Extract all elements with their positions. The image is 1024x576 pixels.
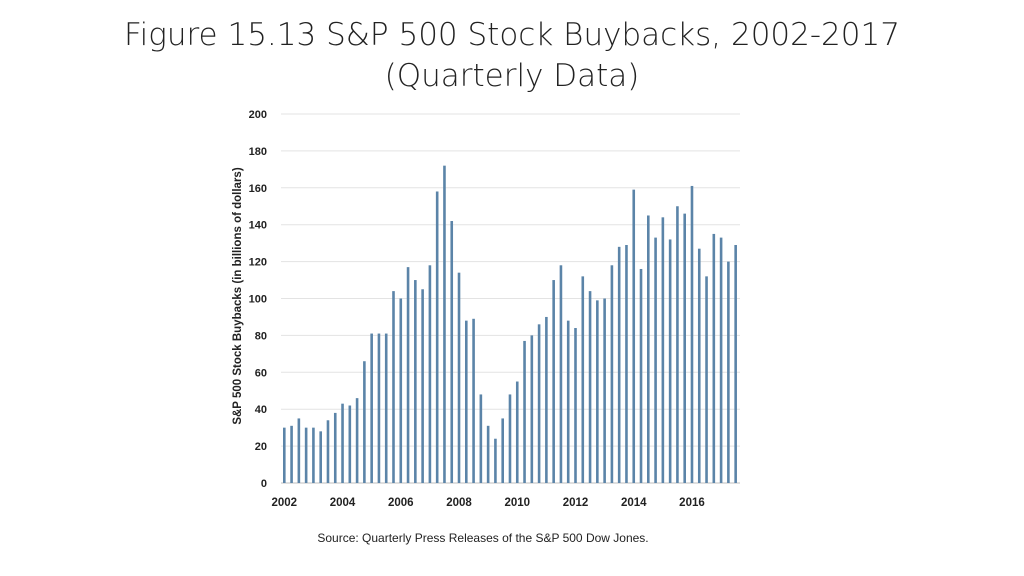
bar (610, 265, 614, 483)
bar-series (283, 165, 737, 484)
bar (283, 427, 286, 483)
bar (457, 272, 461, 483)
bar (574, 328, 577, 483)
bar (588, 291, 592, 483)
bar (392, 291, 395, 483)
bar (435, 191, 439, 484)
bar (581, 276, 585, 483)
bar (465, 320, 468, 483)
bar (450, 221, 454, 483)
bar (421, 289, 424, 483)
chart-title-line2: (Quarterly Data) (384, 58, 640, 94)
x-axis-tick-labels: 2002 2004 2006 2008 2010 2012 2014 2016 (272, 497, 705, 509)
x-tick-label: 2012 (563, 497, 589, 509)
chart-title-line1: Figure 15.13 S&P 500 Stock Buybacks, 200… (124, 17, 900, 53)
y-tick-label: 200 (249, 109, 267, 121)
bar (428, 265, 432, 483)
bar (406, 267, 410, 483)
bar (377, 333, 381, 483)
bar (647, 215, 650, 484)
bar (661, 217, 665, 483)
bar (654, 237, 657, 483)
y-tick-label: 40 (255, 404, 267, 416)
bar (399, 298, 403, 483)
bar (290, 425, 293, 483)
bar (355, 398, 359, 483)
bar (566, 320, 570, 483)
y-tick-label: 60 (255, 367, 267, 379)
bar (501, 418, 504, 483)
y-axis-label: S&P 500 Stock Buybacks (in billions of d… (232, 167, 244, 424)
bar (341, 403, 344, 483)
bar (530, 335, 534, 483)
bar (370, 333, 373, 483)
y-axis-tick-labels: 0 20 40 60 80 100 120 140 160 180 200 (249, 109, 267, 490)
y-tick-label: 20 (255, 441, 267, 453)
bar (727, 261, 730, 483)
y-tick-label: 160 (249, 183, 267, 195)
bar (494, 438, 497, 483)
bar (486, 425, 490, 483)
x-tick-label: 2002 (272, 497, 298, 509)
bar (690, 185, 694, 483)
bar (705, 276, 708, 483)
bar (639, 268, 643, 483)
bar (515, 381, 519, 483)
bar (472, 318, 475, 483)
bar (304, 427, 308, 483)
bar (523, 340, 526, 483)
bar (719, 237, 723, 483)
bar (712, 233, 716, 483)
bar (297, 418, 301, 483)
bar (734, 245, 737, 483)
y-tick-label: 180 (249, 146, 267, 158)
bar (312, 427, 315, 483)
bar (326, 420, 330, 483)
bar (603, 298, 606, 483)
x-tick-label: 2014 (621, 497, 647, 509)
bar (333, 412, 337, 483)
y-tick-label: 80 (255, 330, 267, 342)
bar (319, 431, 322, 483)
y-tick-label: 0 (261, 478, 267, 490)
x-tick-label: 2006 (388, 497, 414, 509)
bar (545, 316, 548, 483)
bar (508, 394, 512, 483)
bar (676, 206, 679, 483)
bar (537, 324, 541, 483)
x-tick-label: 2016 (679, 497, 705, 509)
bar (617, 246, 621, 483)
bar (683, 213, 686, 483)
bar (479, 394, 483, 483)
x-tick-label: 2004 (330, 497, 356, 509)
bar (559, 265, 563, 483)
bar (668, 239, 672, 483)
bar (443, 165, 446, 483)
bar (552, 280, 555, 483)
y-tick-label: 140 (249, 220, 267, 232)
x-tick-label: 2010 (504, 497, 530, 509)
bar (632, 189, 636, 483)
bar (697, 248, 701, 483)
bar (384, 333, 388, 483)
bar (596, 300, 599, 483)
bar (414, 280, 417, 483)
source-note: Source: Quarterly Press Releases of the … (317, 531, 649, 545)
y-tick-label: 120 (249, 257, 267, 269)
x-tick-label: 2008 (446, 497, 472, 509)
bar (348, 405, 352, 483)
y-tick-label: 100 (249, 294, 267, 306)
bar (363, 361, 366, 483)
bar (625, 245, 628, 483)
